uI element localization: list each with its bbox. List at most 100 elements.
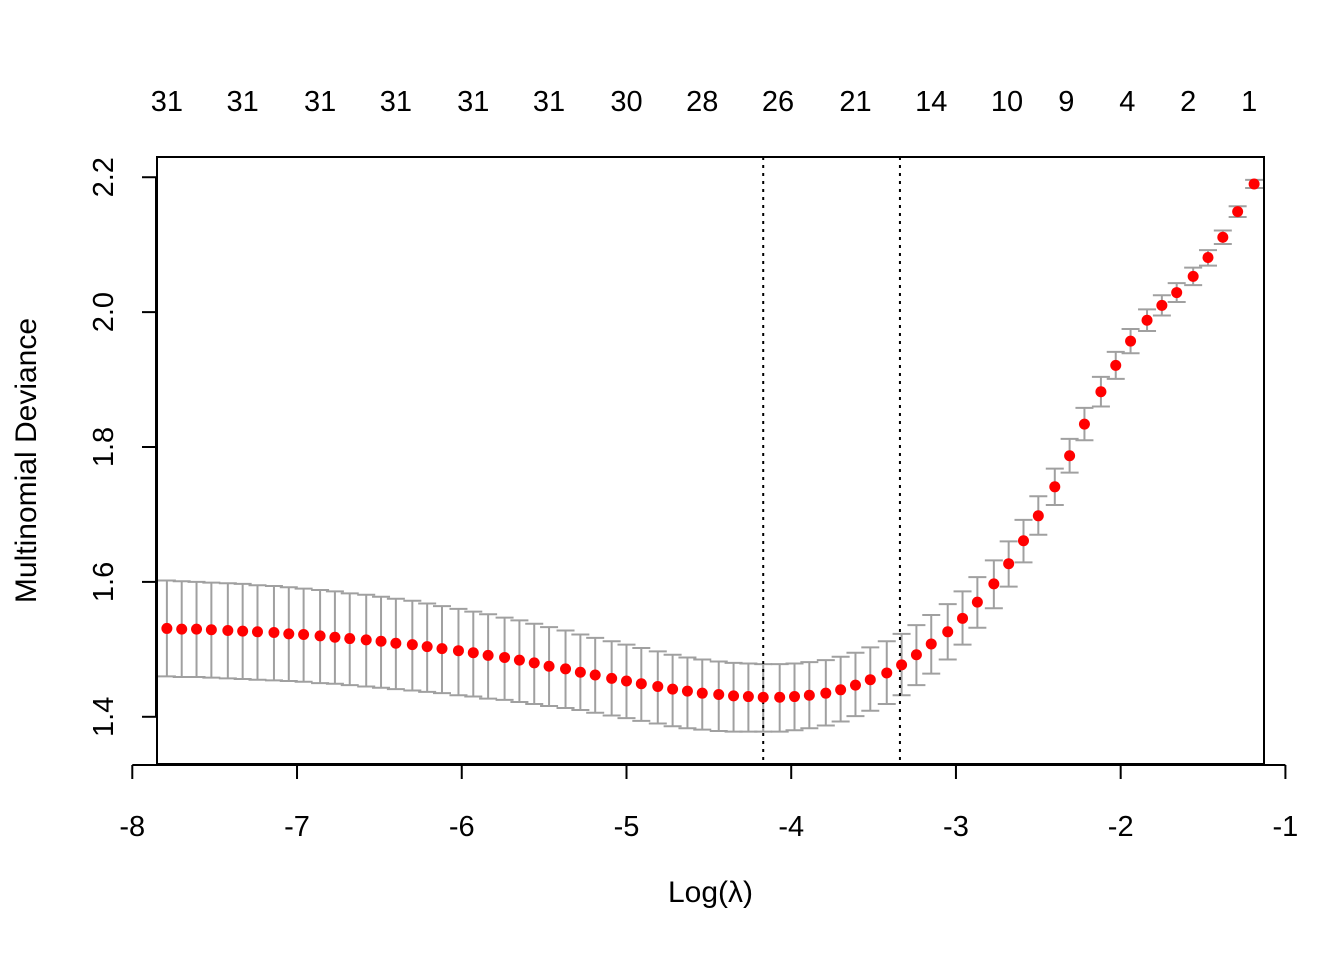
data-point: [971, 596, 983, 608]
data-point: [452, 645, 464, 657]
data-point: [314, 630, 326, 642]
data-point: [896, 659, 908, 671]
data-point: [957, 612, 969, 624]
top-count-label: 28: [686, 86, 718, 118]
x-tick-label: -1: [1273, 811, 1299, 843]
data-point: [1217, 231, 1229, 243]
data-point: [667, 683, 679, 695]
data-point: [436, 643, 448, 655]
data-point: [574, 666, 586, 678]
data-point: [1171, 287, 1183, 299]
data-point: [589, 669, 601, 681]
data-point: [789, 691, 801, 703]
top-count-label: 21: [839, 86, 871, 118]
data-point: [681, 685, 693, 697]
top-count-label: 26: [762, 86, 794, 118]
y-tick-label: 1.8: [88, 427, 120, 467]
data-point: [1078, 418, 1090, 430]
top-count-label: 31: [457, 86, 489, 118]
data-point: [942, 626, 954, 638]
data-point: [1003, 558, 1015, 570]
data-point: [1125, 335, 1137, 347]
data-point: [728, 690, 740, 702]
top-count-label: 31: [533, 86, 565, 118]
x-tick-label: -4: [778, 811, 804, 843]
top-count-label: 31: [380, 86, 412, 118]
data-point: [696, 687, 708, 699]
data-point: [1110, 359, 1122, 371]
data-point: [543, 660, 555, 672]
data-point: [513, 654, 525, 666]
x-tick-label: -7: [284, 811, 310, 843]
data-point: [713, 689, 725, 701]
data-point: [803, 689, 815, 701]
data-point: [1049, 481, 1061, 493]
data-point: [835, 684, 847, 696]
data-point: [360, 634, 372, 646]
top-count-label: 30: [610, 86, 642, 118]
data-point: [635, 678, 647, 690]
top-count-label: 2: [1180, 86, 1196, 118]
top-count-label: 4: [1119, 86, 1135, 118]
x-tick-label: -2: [1108, 811, 1134, 843]
data-point: [390, 637, 402, 649]
top-count-label: 31: [304, 86, 336, 118]
data-point: [406, 639, 418, 651]
y-tick-label: 1.6: [88, 562, 120, 602]
data-point: [606, 672, 618, 684]
data-point: [1141, 314, 1153, 326]
data-point: [820, 687, 832, 699]
error-bars-group: [157, 178, 1264, 733]
data-point: [482, 649, 494, 661]
data-point: [1032, 510, 1044, 522]
top-count-label: 31: [227, 86, 259, 118]
data-point: [1202, 251, 1214, 263]
data-point: [881, 667, 893, 679]
x-tick-label: -5: [614, 811, 640, 843]
data-point: [1232, 206, 1244, 218]
data-point: [1248, 178, 1260, 190]
data-point: [560, 663, 572, 675]
y-tick-label: 2.2: [88, 157, 120, 197]
data-point: [283, 628, 295, 640]
data-point: [652, 680, 664, 692]
y-tick-label: 1.4: [88, 697, 120, 737]
x-axis-label: Log(λ): [668, 876, 753, 909]
data-point: [925, 638, 937, 650]
data-point: [176, 623, 188, 635]
top-axis-counts: 31 31 31 31 31 31 30 28 26 21 14 10 9 4 2 1: [151, 86, 1257, 118]
points-group: [161, 178, 1260, 703]
data-point: [757, 691, 769, 703]
data-point: [375, 635, 387, 647]
data-point: [298, 629, 310, 641]
data-point: [988, 578, 1000, 590]
data-point: [528, 657, 540, 669]
data-point: [222, 624, 234, 636]
x-tick-label: -8: [119, 811, 145, 843]
data-point: [161, 622, 173, 634]
data-point: [467, 647, 479, 659]
top-count-label: 31: [151, 86, 183, 118]
data-point: [620, 675, 632, 687]
y-axis: 1.4 1.6 1.8 2.0 2.2: [88, 157, 157, 737]
data-point: [268, 626, 280, 638]
data-point: [205, 624, 217, 636]
data-point: [344, 633, 356, 645]
x-axis: -8 -7 -6 -5 -4 -3 -2 -1: [119, 764, 1299, 843]
data-point: [742, 691, 754, 703]
data-point: [864, 674, 876, 686]
data-point: [1064, 450, 1076, 462]
data-point: [1187, 270, 1199, 282]
top-count-label: 1: [1241, 86, 1257, 118]
x-tick-label: -3: [943, 811, 969, 843]
data-point: [849, 679, 861, 691]
data-point: [191, 623, 203, 635]
data-point: [421, 641, 433, 653]
data-point: [251, 626, 263, 638]
top-count-label: 10: [991, 86, 1023, 118]
data-point: [1156, 299, 1168, 311]
x-tick-label: -6: [449, 811, 475, 843]
y-axis-label: Multinomial Deviance: [10, 318, 43, 603]
data-point: [237, 625, 249, 637]
